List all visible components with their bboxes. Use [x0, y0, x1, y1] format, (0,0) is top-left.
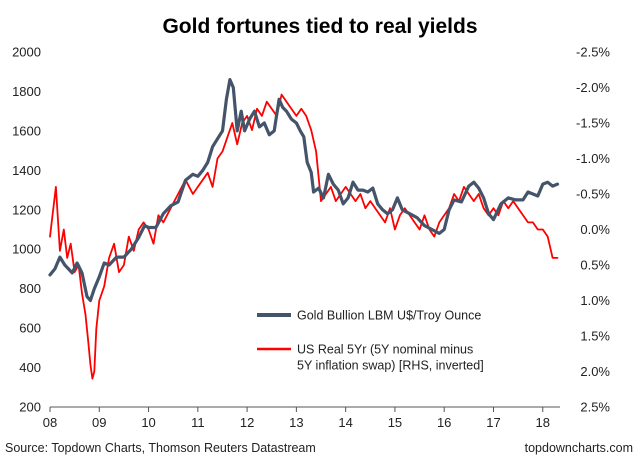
legend: Gold Bullion LBM U$/Troy Ounce US Real 5Y… [257, 309, 484, 373]
y-right-tick-label: 1.0% [580, 293, 610, 308]
x-tick-label: 10 [141, 415, 155, 430]
y-right-tick-label: 2.5% [580, 400, 610, 415]
y-right-tick-label: -2.0% [576, 80, 610, 95]
x-axis: 08 09 10 11 12 13 14 15 16 17 18 [43, 406, 560, 430]
y-right-tick-label: -1.0% [576, 151, 610, 166]
y-left-tick-label: 1200 [12, 202, 41, 217]
x-tick-label: 18 [536, 415, 550, 430]
y-right-tick-label: 0.5% [580, 258, 610, 273]
y-left-tick-label: 200 [19, 400, 41, 415]
legend-label: 5Y inflation swap) [RHS, inverted] [297, 359, 484, 373]
y-right-tick-label: -1.5% [576, 116, 610, 131]
y-left-tick-label: 600 [19, 321, 41, 336]
x-tick-label: 13 [289, 415, 303, 430]
site-credit: topdowncharts.com [525, 441, 633, 455]
y-left-tick-label: 800 [19, 281, 41, 296]
legend-label: Gold Bullion LBM U$/Troy Ounce [297, 309, 481, 323]
x-tick-label: 14 [338, 415, 352, 430]
series-line-gold [48, 77, 560, 303]
y-right-tick-label: -2.5% [576, 45, 610, 60]
y-left-tick-label: 1000 [12, 242, 41, 257]
y-right-tick-label: 0.0% [580, 222, 610, 237]
series-line-real-yield [49, 93, 559, 380]
y-left-tick-label: 400 [19, 360, 41, 375]
y-left-tick-label: 1600 [12, 123, 41, 138]
series-layer [48, 77, 560, 380]
y-left-tick-label: 1800 [12, 84, 41, 99]
legend-label: US Real 5Yr (5Y nominal minus [297, 343, 473, 357]
y-left-tick-label: 1400 [12, 163, 41, 178]
y-right-tick-label: 2.0% [580, 364, 610, 379]
x-tick-label: 15 [388, 415, 402, 430]
chart-title: Gold fortunes tied to real yields [162, 15, 477, 38]
y-left-tick-label: 2000 [12, 45, 41, 60]
x-tick-label: 12 [240, 415, 254, 430]
y-left-axis: 200 400 600 800 1000 1200 1400 1600 1800 2000 [12, 45, 41, 415]
y-right-axis: 2.5% 2.0% 1.5% 1.0% 0.5% 0.0% -0.5% -1.0% -1.5% -… [576, 45, 610, 415]
x-tick-label: 11 [191, 415, 205, 430]
source-note: Source: Topdown Charts, Thomson Reuters … [5, 441, 316, 455]
x-tick-label: 09 [92, 415, 106, 430]
x-tick-label: 08 [43, 415, 57, 430]
x-tick-label: 16 [437, 415, 451, 430]
x-tick-label: 17 [486, 415, 500, 430]
y-right-tick-label: -0.5% [576, 187, 610, 202]
y-right-tick-label: 1.5% [580, 329, 610, 344]
